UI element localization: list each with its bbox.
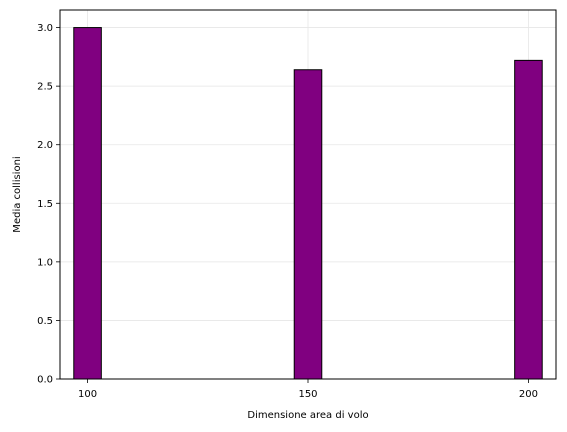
x-tick-label: 100: [78, 389, 97, 400]
y-tick-label: 0.5: [37, 316, 53, 327]
x-tick-label: 150: [298, 389, 317, 400]
y-tick-label: 2.5: [37, 82, 53, 93]
x-axis-ticks: 100 150 200: [78, 379, 538, 400]
y-axis-ticks: 0.0 0.5 1.0 1.5 2.0 2.5 3.0: [37, 23, 60, 386]
y-tick-label: 2.0: [37, 140, 53, 151]
y-axis-label: Media collisioni: [12, 156, 23, 232]
bar: [514, 59, 543, 380]
y-tick-label: 0.0: [37, 375, 53, 386]
bar: [293, 69, 323, 380]
bar: [73, 27, 102, 380]
y-tick-label: 3.0: [37, 23, 53, 34]
x-axis-label: Dimensione area di volo: [247, 410, 368, 421]
x-tick-label: 200: [519, 389, 538, 400]
y-tick-label: 1.5: [37, 199, 53, 210]
y-tick-label: 1.0: [37, 257, 53, 268]
